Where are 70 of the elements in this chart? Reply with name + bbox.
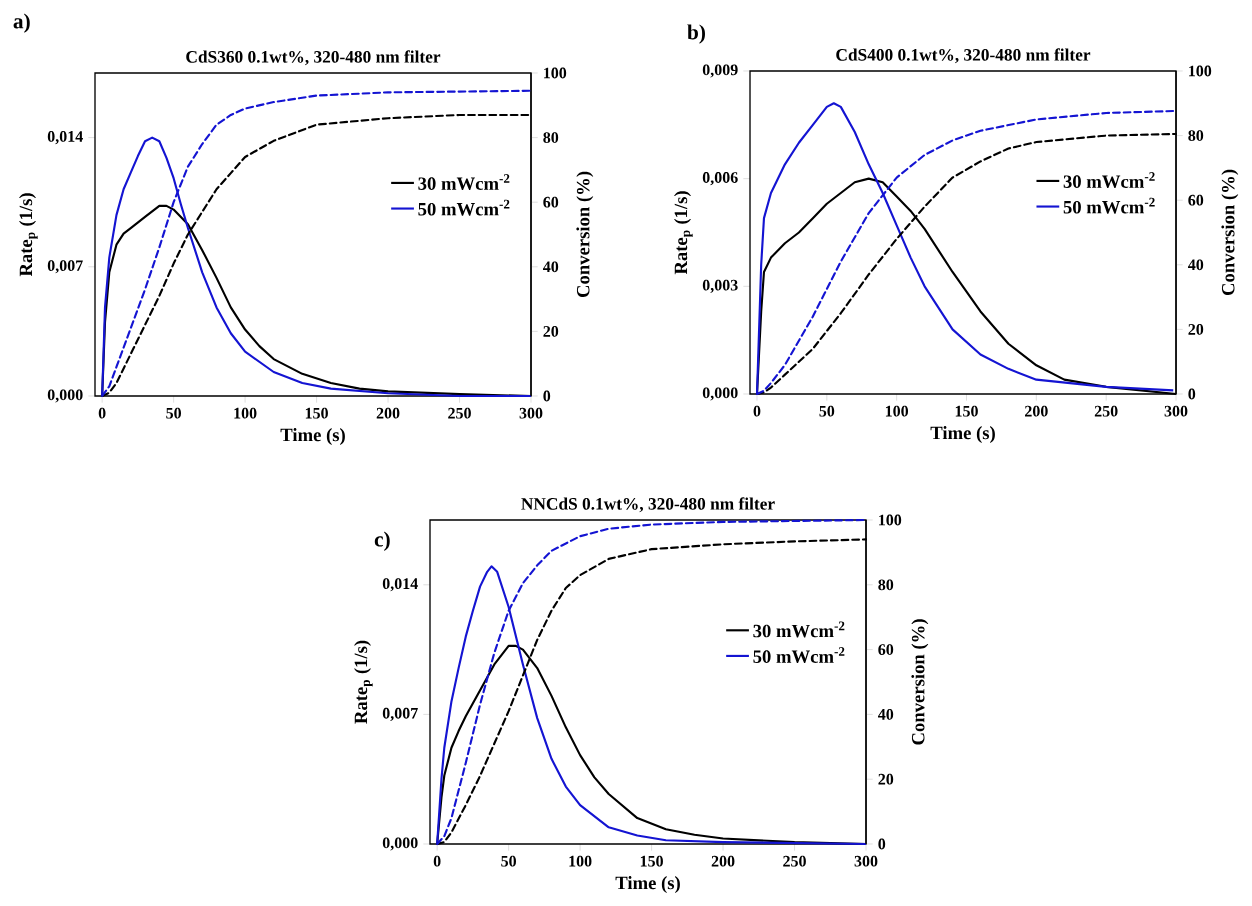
x-tick-label: 0 (433, 855, 441, 867)
x-tick-label: 150 (955, 405, 978, 417)
chart-title: NNCdS 0.1wt%, 320-480 nm filter (521, 497, 775, 513)
y2-tick-label: 80 (1188, 130, 1204, 141)
legend-label: 30 mWcm$^{-2}$ (753, 621, 845, 638)
y2-tick-label: 20 (1188, 323, 1204, 335)
x-tick-label: 50 (501, 855, 517, 867)
y2-tick-label: 20 (543, 325, 559, 337)
x-axis-title: Time (s) (615, 876, 680, 894)
x-tick-label: 150 (305, 407, 328, 419)
y2-tick-label: 40 (1188, 259, 1204, 271)
legend-label: 50 mWcm$^{-2}$ (1063, 197, 1155, 214)
y-tick-label: 0,007 (47, 260, 83, 274)
chart-title: CdS400 0.1wt%, 320-480 nm filter (836, 48, 1091, 64)
y2-axis-title: Conversion (%) (911, 619, 929, 745)
y2-tick-label: 100 (1189, 65, 1212, 77)
y2-tick-label: 60 (878, 644, 894, 655)
x-tick-label: 300 (1164, 405, 1188, 417)
x-axis-title: Time (s) (280, 428, 345, 446)
x-tick-label: 100 (569, 855, 592, 867)
x-tick-label: 300 (854, 855, 878, 867)
x-tick-label: 50 (166, 407, 182, 419)
y-axis-title: Rate$_{p}$ (1/s) (354, 640, 373, 724)
text: b) (687, 24, 705, 44)
y-axis-title: Rate$_{p}$ (1/s) (674, 191, 693, 275)
text: c) (374, 531, 390, 551)
x-tick-label: 100 (234, 407, 257, 419)
x-tick-label: 50 (819, 405, 835, 417)
y2-tick-label: 80 (878, 579, 894, 591)
legend-label: 30 mWcm$^{-2}$ (1063, 172, 1155, 189)
y2-tick-label: 40 (542, 261, 559, 273)
x-tick-label: 200 (376, 407, 400, 419)
x-tick-label: 150 (640, 855, 663, 867)
y2-tick-label: 60 (1188, 194, 1204, 206)
legend-label: 50 mWcm$^{-2}$ (753, 647, 845, 664)
y2-tick-label: 0 (1188, 388, 1196, 400)
legend-label: 50 mWcm$^{-2}$ (418, 199, 510, 216)
y-tick-label: 0,006 (702, 172, 738, 186)
y-axis-title: Rate$_{p}$ (1/s) (19, 193, 38, 277)
x-tick-label: 300 (519, 407, 543, 419)
y-tick-label: 0,014 (382, 578, 418, 592)
x-tick-label: 0 (753, 405, 761, 417)
x-tick-label: 200 (1025, 405, 1048, 417)
y-tick-label: 0,000 (702, 387, 738, 401)
y2-tick-label: 0 (878, 838, 886, 850)
y2-tick-label: 100 (544, 67, 567, 79)
y2-tick-label: 100 (879, 514, 902, 526)
y2-tick-label: 20 (878, 773, 894, 785)
y2-axis-title: Conversion (%) (576, 171, 594, 298)
y2-tick-label: 0 (543, 390, 551, 402)
y-tick-label: 0,014 (47, 131, 83, 145)
y2-axis-title: Conversion (%) (1221, 169, 1239, 296)
y-tick-label: 0,000 (382, 837, 418, 851)
x-tick-label: 250 (448, 407, 471, 419)
y-tick-label: 0,007 (382, 707, 418, 721)
x-axis-title: Time (s) (930, 426, 995, 444)
y-tick-label: 0,003 (702, 279, 738, 293)
chart-title: CdS360 0.1wt%, 320-480 nm filter (186, 50, 441, 66)
text: a) (13, 13, 30, 33)
x-tick-label: 100 (885, 405, 909, 417)
y-tick-label: 0,000 (47, 389, 83, 403)
x-tick-label: 0 (98, 407, 106, 419)
y-tick-label: 0,009 (702, 64, 738, 78)
y2-tick-label: 40 (878, 709, 894, 720)
x-tick-label: 250 (783, 855, 806, 867)
x-tick-label: 250 (1094, 405, 1118, 417)
y2-tick-label: 80 (543, 132, 559, 143)
legend-label: 30 mWcm$^{-2}$ (418, 174, 510, 191)
x-tick-label: 200 (711, 855, 735, 867)
y2-tick-label: 60 (543, 196, 559, 208)
